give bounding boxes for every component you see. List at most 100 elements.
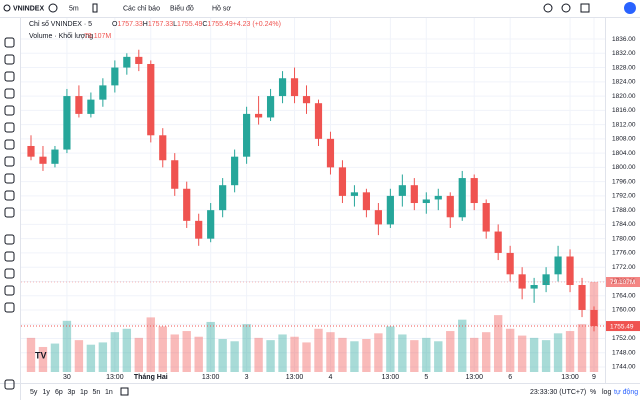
volume-bar [74,340,84,372]
range-button[interactable]: 5n [93,389,101,396]
change: +4.23 (+0.24%) [233,21,281,28]
volume-bar [326,332,335,372]
settings[interactable] [561,3,571,13]
candle-body [135,56,143,64]
price-badge-label: 1755.49 [610,323,634,330]
series-title: Chỉ số VNINDEX · 5 [29,19,92,28]
candle-body [231,156,239,186]
tool-icon[interactable] [4,139,15,150]
tool-icon[interactable] [4,54,15,65]
tool-icon[interactable] [4,302,15,313]
volume-bar [422,337,431,372]
candle-body [386,195,394,225]
percent-toggle[interactable]: % [590,389,596,396]
volume-bar [458,319,467,372]
volume-bar [362,339,371,372]
y-tick-label: 1784.00 [612,221,636,228]
volume-bar [218,339,227,372]
candle-body [482,203,490,232]
volume-bar [565,331,575,372]
y-tick-label: 1824.00 [612,79,636,86]
tool-icon[interactable] [4,251,15,262]
volume-bar [314,328,323,372]
drawing-tools [4,37,15,390]
y-tick-label: 1780.00 [612,235,636,242]
log-toggle[interactable]: log [602,389,611,396]
candle-body [530,285,538,289]
chart-menu[interactable]: Biểu đồ [170,3,194,12]
tool-icon[interactable] [4,88,15,99]
tool-icon[interactable] [4,105,15,116]
tool-icon[interactable] [4,207,15,218]
volume-bar [194,336,203,372]
x-tick-label: 4 [329,374,333,381]
candle-body [87,99,95,114]
volume-badge [606,277,640,287]
tool-icon[interactable] [4,156,15,167]
auto-toggle[interactable]: tự động [614,389,638,396]
candle-body [494,231,502,253]
candle-body [326,138,335,168]
search-icon[interactable] [3,4,11,12]
y-tick-label: 1752.00 [612,335,636,342]
y-tick-label: 1820.00 [612,93,636,100]
y-tick-label: 1764.00 [612,292,636,299]
range-button[interactable]: 1p [80,389,88,396]
tool-icon[interactable] [4,268,15,279]
y-tick-label: 1792.00 [612,193,636,200]
tool-icon[interactable] [4,190,15,201]
interval[interactable]: 5m [69,5,79,12]
tool-icon[interactable] [4,234,15,245]
add-symbol[interactable] [48,3,58,13]
volume-bar [398,334,407,372]
candle-body [554,256,562,275]
indicators[interactable]: Các chỉ báo [123,4,160,12]
y-tick-label: 1816.00 [612,107,636,114]
symbol[interactable]: VNINDEX [13,5,44,12]
fullscreen[interactable] [580,3,590,13]
chart-type[interactable] [92,3,98,13]
volume-bar [482,332,491,372]
tool-icon[interactable] [4,173,15,184]
candle-body [171,160,179,189]
tool-icon[interactable] [4,37,15,48]
candle-body [75,96,83,114]
volume-bar [122,328,132,372]
volume-bar [290,336,299,372]
y-tick-label: 1836.00 [612,36,636,43]
tool-icon[interactable] [4,71,15,82]
layers-icon[interactable] [4,379,15,390]
candle-body [470,178,478,204]
x-tick-label: 13:00 [561,374,579,381]
volume-bar [110,332,120,372]
y-tick-label: 1776.00 [612,250,636,257]
range-button[interactable]: 1y [43,389,51,396]
volume-bar [386,326,395,372]
candle-body [255,113,263,118]
tool-icon[interactable] [4,122,15,133]
x-tick-label: 30 [63,374,71,381]
clock: 23:33:30 (UTC+7) [530,389,586,396]
volume-bar [206,321,215,372]
x-tick-label: 6 [508,374,512,381]
volume-bar [278,334,287,372]
compare[interactable] [543,3,553,13]
volume-bar [446,331,455,372]
volume-badge-label: 79.107M [610,279,635,286]
ohlc-value: 1757.33 [117,21,142,28]
range-button[interactable]: 1n [105,389,113,396]
volume-bar [529,337,539,372]
date-range-icon[interactable] [120,387,129,396]
range-button[interactable]: 3p [68,389,76,396]
candle-body [350,192,359,196]
volume-bar [493,315,503,372]
tool-icon[interactable] [4,285,15,296]
range-button[interactable]: 5y [30,389,38,396]
tv-logo: TV [35,350,47,360]
profile-menu[interactable]: Hồ sơ [212,3,231,12]
range-button[interactable]: 6p [55,389,63,396]
x-tick-label: 13:00 [465,374,483,381]
y-tick-label: 1796.00 [612,178,636,185]
candle-body [63,96,71,150]
